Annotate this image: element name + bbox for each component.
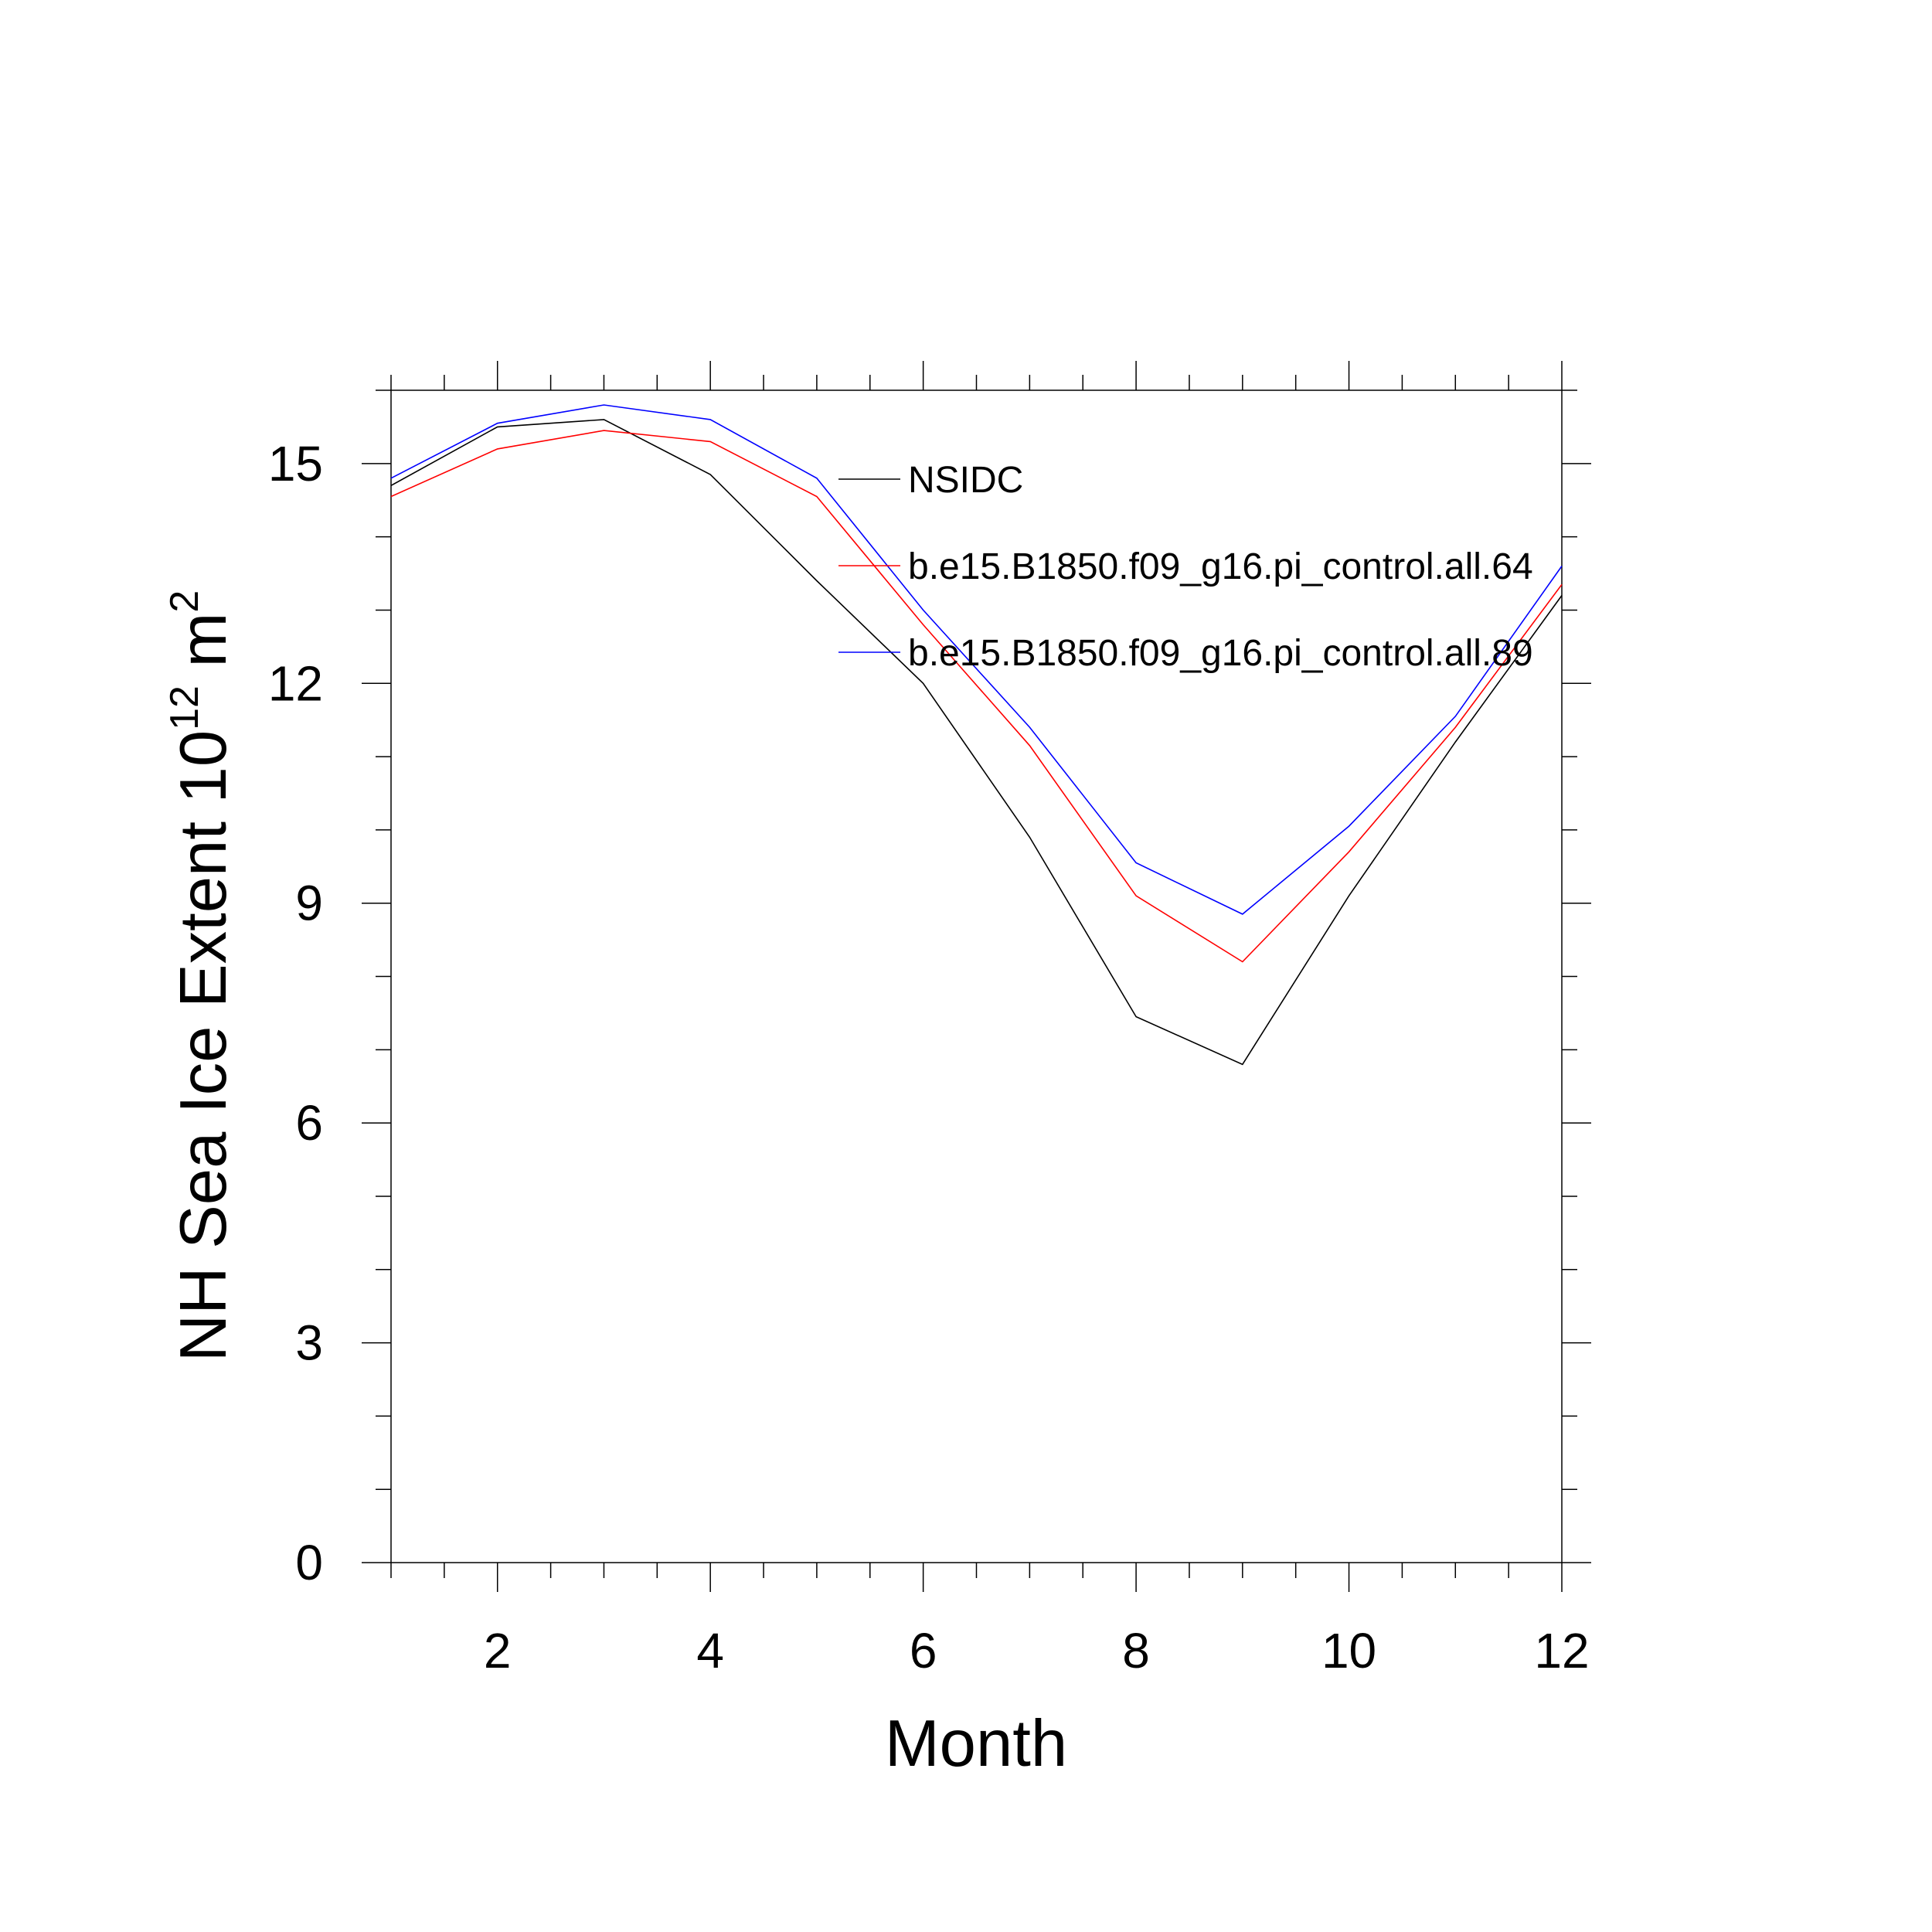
y-axis-title-unit-exponent: 2 bbox=[162, 590, 207, 613]
series-line-1 bbox=[390, 419, 1563, 1066]
y-tick-label: 0 bbox=[295, 1535, 323, 1590]
y-axis-title-unit: m bbox=[167, 613, 240, 685]
y-tick-labels: 0 3 6 9 12 15 bbox=[268, 436, 323, 1590]
y-tick-label: 6 bbox=[295, 1095, 323, 1151]
y-tick-label: 15 bbox=[268, 436, 323, 492]
legend-label-2: b.e15.B1850.f09_g16.pi_control.all.64 bbox=[908, 546, 1533, 587]
y-tick-label: 12 bbox=[268, 655, 323, 711]
series-line-3 bbox=[390, 404, 1563, 915]
series-group bbox=[390, 404, 1563, 1066]
y-axis-title-main: NH Sea Ice Extent 10 bbox=[167, 730, 240, 1362]
series-line-2 bbox=[390, 430, 1563, 963]
x-tick-label: 12 bbox=[1534, 1623, 1589, 1679]
minor-ticks bbox=[376, 375, 1577, 1578]
major-ticks bbox=[362, 361, 1591, 1592]
y-axis-title: NH Sea Ice Extent 1012 m2 bbox=[162, 590, 240, 1362]
x-tick-label: 4 bbox=[696, 1623, 724, 1679]
plot-frame bbox=[390, 389, 1563, 1563]
y-tick-label: 9 bbox=[295, 876, 323, 931]
x-tick-labels: 2 4 6 8 10 12 bbox=[484, 1623, 1590, 1679]
legend-label-1: NSIDC bbox=[908, 460, 1023, 501]
x-tick-label: 10 bbox=[1321, 1623, 1376, 1679]
x-tick-label: 6 bbox=[910, 1623, 937, 1679]
y-axis-title-exponent: 12 bbox=[162, 685, 207, 730]
legend-label-3: b.e15.B1850.f09_g16.pi_control.all.89 bbox=[908, 633, 1533, 674]
x-tick-label: 8 bbox=[1122, 1623, 1150, 1679]
legend: NSIDC b.e15.B1850.f09_g16.pi_control.all.… bbox=[838, 460, 1533, 674]
x-tick-label: 2 bbox=[484, 1623, 512, 1679]
y-tick-label: 3 bbox=[295, 1315, 323, 1371]
x-axis-title: Month bbox=[885, 1707, 1067, 1781]
